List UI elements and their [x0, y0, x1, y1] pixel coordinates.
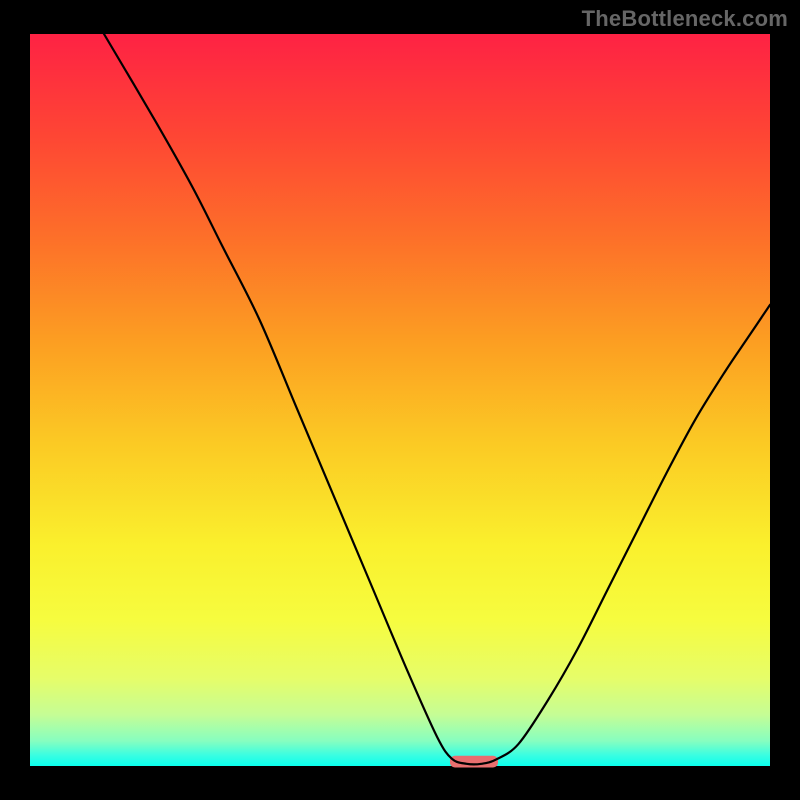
watermark-text: TheBottleneck.com [582, 6, 788, 32]
chart-root: TheBottleneck.com [0, 0, 800, 800]
bottleneck-chart [0, 0, 800, 800]
